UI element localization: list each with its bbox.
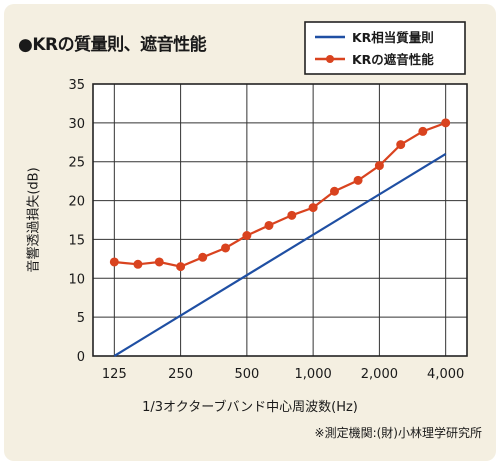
chart-title: ●KRの質量則、遮音性能 <box>18 35 207 55</box>
data-point <box>329 186 339 196</box>
x-tick-label: 1,000 <box>295 367 332 382</box>
y-tick-label: 35 <box>68 78 85 93</box>
data-point <box>287 210 297 220</box>
data-point <box>109 257 119 267</box>
y-tick-label: 15 <box>68 233 85 248</box>
x-axis-label: 1/3オクターブバンド中心周波数(Hz) <box>142 400 358 415</box>
x-tick-label: 2,000 <box>361 367 398 382</box>
sound-insulation-line <box>114 121 447 268</box>
mass-law-line <box>113 152 447 357</box>
data-point <box>441 118 451 128</box>
y-tick-label: 25 <box>68 156 85 171</box>
legend-box <box>304 21 466 75</box>
y-tick-label: 30 <box>68 117 85 132</box>
data-point <box>154 257 164 267</box>
y-tick-label: 10 <box>68 272 85 287</box>
x-tick-label: 250 <box>168 367 193 382</box>
data-point <box>418 126 428 136</box>
legend-label: KRの遮音性能 <box>352 52 434 67</box>
y-tick-label: 5 <box>77 311 85 326</box>
legend-marker <box>326 55 334 63</box>
data-point <box>176 262 186 272</box>
data-point <box>396 140 406 150</box>
data-point <box>374 161 384 171</box>
data-point <box>264 220 274 230</box>
data-point <box>242 231 252 241</box>
data-point <box>198 252 208 262</box>
y-axis-label: 音響透過損失(dB) <box>26 167 42 273</box>
y-tick-label: 20 <box>68 195 85 210</box>
x-tick-label: 500 <box>234 367 259 382</box>
data-point <box>308 203 318 213</box>
data-point <box>353 175 363 185</box>
x-tick-label: 4,000 <box>427 367 464 382</box>
data-point <box>133 259 143 269</box>
data-point <box>221 243 231 253</box>
x-tick-label: 125 <box>102 367 127 382</box>
plot-frame <box>92 83 468 357</box>
measurement-note: ※測定機関:(財)小林理学研究所 <box>314 426 482 440</box>
legend-label: KR相当質量則 <box>352 30 434 45</box>
y-tick-label: 0 <box>77 350 85 365</box>
